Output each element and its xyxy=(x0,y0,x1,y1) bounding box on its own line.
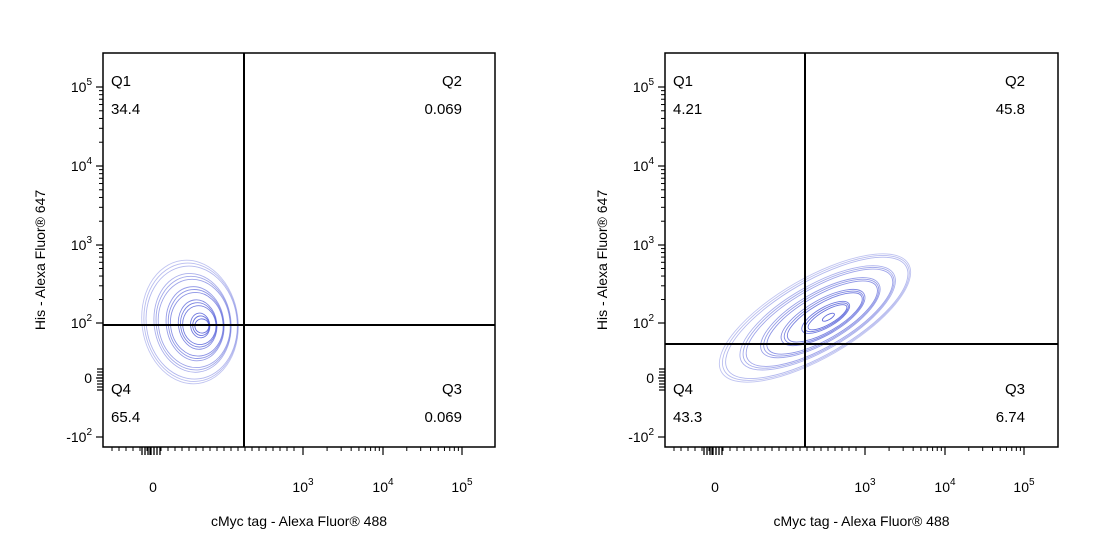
quadrant-percent-q4: 43.3 xyxy=(673,409,702,426)
quadrant-name-q3: Q3 xyxy=(1005,381,1025,398)
y-tick-label: -102 xyxy=(66,427,92,445)
contour-line xyxy=(821,312,835,322)
x-tick-label: 104 xyxy=(934,477,956,495)
contour-line xyxy=(182,305,217,346)
contour-line xyxy=(721,255,910,381)
y-tick-label: 105 xyxy=(71,77,93,95)
contour-line xyxy=(153,272,232,373)
y-tick-label: 102 xyxy=(633,313,655,331)
contour-line xyxy=(141,259,239,385)
x-tick-label: 103 xyxy=(292,477,314,495)
quadrant-name-q4: Q4 xyxy=(111,381,131,398)
x-axis-title: cMyc tag - Alexa Fluor® 488 xyxy=(211,513,387,529)
quadrant-percent-q2: 45.8 xyxy=(996,101,1025,118)
contour-line xyxy=(763,278,880,357)
x-tick-label: 103 xyxy=(854,477,876,495)
y-axis-title: His - Alexa Fluor® 647 xyxy=(32,190,48,330)
plot-frame xyxy=(102,52,496,448)
plot-panel-1: Q1 34.4 Q2 0.069 Q3 0.069 Q4 65.4 -102 0 102 103 104… xyxy=(32,52,496,529)
y-tick-label: 105 xyxy=(633,77,655,95)
contour-line xyxy=(143,262,239,382)
x-tick-label: 0 xyxy=(149,479,157,495)
contour-line xyxy=(155,275,232,371)
x-axis-title: cMyc tag - Alexa Fluor® 488 xyxy=(773,513,949,529)
contour-line xyxy=(170,292,224,357)
contour-line xyxy=(766,280,878,355)
plot-panel-2: Q1 4.21 Q2 45.8 Q3 6.74 Q4 43.3 -102 0 102 103 104 10… xyxy=(594,52,1059,529)
contour-line xyxy=(165,286,225,362)
contour-line xyxy=(760,277,881,359)
contour-line xyxy=(786,292,863,343)
y-tick-label: 104 xyxy=(71,156,93,174)
quadrant-name-q3: Q3 xyxy=(442,381,462,398)
quadrant-percent-q3: 6.74 xyxy=(996,409,1025,426)
contour-line xyxy=(177,299,218,350)
quadrant-percent-q4: 65.4 xyxy=(111,409,140,426)
contour-line xyxy=(180,302,217,348)
x-tick-label: 0 xyxy=(711,479,719,495)
contour-line xyxy=(167,289,225,359)
contour-line xyxy=(783,290,864,345)
y-tick-label: -102 xyxy=(628,427,654,445)
contour-line xyxy=(145,265,238,380)
contour-line xyxy=(801,300,851,334)
quadrant-percent-q1: 34.4 xyxy=(111,101,140,118)
y-tick-label: 0 xyxy=(84,370,92,386)
x-tick-label: 104 xyxy=(372,477,394,495)
y-tick-label: 102 xyxy=(71,313,93,331)
x-tick-label: 105 xyxy=(1013,477,1035,495)
contour-plot xyxy=(141,259,239,385)
y-tick-label: 103 xyxy=(633,235,655,253)
contour-line xyxy=(807,304,848,331)
quadrant-name-q2: Q2 xyxy=(1005,73,1025,90)
quadrant-name-q1: Q1 xyxy=(673,73,693,90)
y-tick-label: 104 xyxy=(633,156,655,174)
contour-line xyxy=(725,256,909,379)
y-axis-title: His - Alexa Fluor® 647 xyxy=(594,190,610,330)
contour-line xyxy=(739,265,896,371)
y-tick-label: 0 xyxy=(646,370,654,386)
quadrant-name-q1: Q1 xyxy=(111,73,131,90)
quadrant-percent-q2: 0.069 xyxy=(424,101,462,118)
contour-line xyxy=(157,278,231,369)
quadrant-percent-q3: 0.069 xyxy=(424,409,462,426)
quadrant-percent-q1: 4.21 xyxy=(673,101,702,118)
quadrant-name-q4: Q4 xyxy=(673,381,693,398)
x-tick-label: 105 xyxy=(451,477,473,495)
y-tick-label: 103 xyxy=(71,235,93,253)
quadrant-name-q2: Q2 xyxy=(442,73,462,90)
contour-plot xyxy=(718,253,912,383)
contour-line xyxy=(780,288,866,347)
plot-frame xyxy=(664,52,1059,448)
contour-line xyxy=(718,253,912,383)
